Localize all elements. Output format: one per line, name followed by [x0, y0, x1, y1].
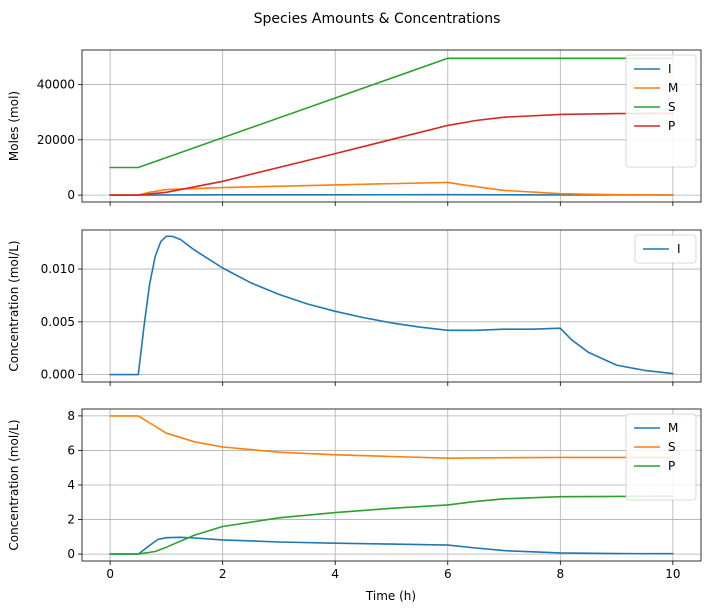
legend-label-M: M — [668, 421, 678, 435]
y-axis-label: Moles (mol) — [7, 91, 21, 161]
y-tick-label: 20000 — [37, 133, 75, 147]
x-tick-label: 4 — [331, 567, 339, 581]
legend: I — [635, 235, 696, 263]
legend-label-P: P — [668, 119, 675, 133]
legend-label-I: I — [677, 242, 681, 256]
legend-label-S: S — [668, 440, 676, 454]
chart-title: Species Amounts & Concentrations — [254, 11, 501, 27]
legend-box — [626, 414, 696, 500]
legend-box — [626, 55, 696, 167]
legend-label-I: I — [668, 62, 672, 76]
legend-label-P: P — [668, 459, 675, 473]
y-axis-label: Concentration (mol/L) — [7, 240, 21, 371]
legend-label-M: M — [668, 81, 678, 95]
y-tick-label: 0.005 — [41, 315, 75, 329]
x-tick-label: 8 — [556, 567, 564, 581]
y-tick-label: 0.000 — [41, 368, 75, 382]
legend-label-S: S — [668, 100, 676, 114]
x-tick-label: 10 — [665, 567, 680, 581]
y-tick-label: 4 — [67, 478, 75, 492]
y-tick-label: 0.010 — [41, 262, 75, 276]
x-tick-label: 0 — [106, 567, 114, 581]
y-tick-label: 6 — [67, 443, 75, 457]
y-tick-label: 40000 — [37, 78, 75, 92]
y-tick-label: 0 — [67, 188, 75, 202]
legend: MSP — [626, 414, 696, 500]
x-tick-label: 6 — [444, 567, 452, 581]
y-tick-label: 8 — [67, 409, 75, 423]
x-axis-label: Time (h) — [365, 589, 416, 603]
y-tick-label: 2 — [67, 513, 75, 527]
y-axis-label: Concentration (mol/L) — [7, 419, 21, 550]
x-tick-label: 2 — [219, 567, 227, 581]
y-tick-label: 0 — [67, 547, 75, 561]
